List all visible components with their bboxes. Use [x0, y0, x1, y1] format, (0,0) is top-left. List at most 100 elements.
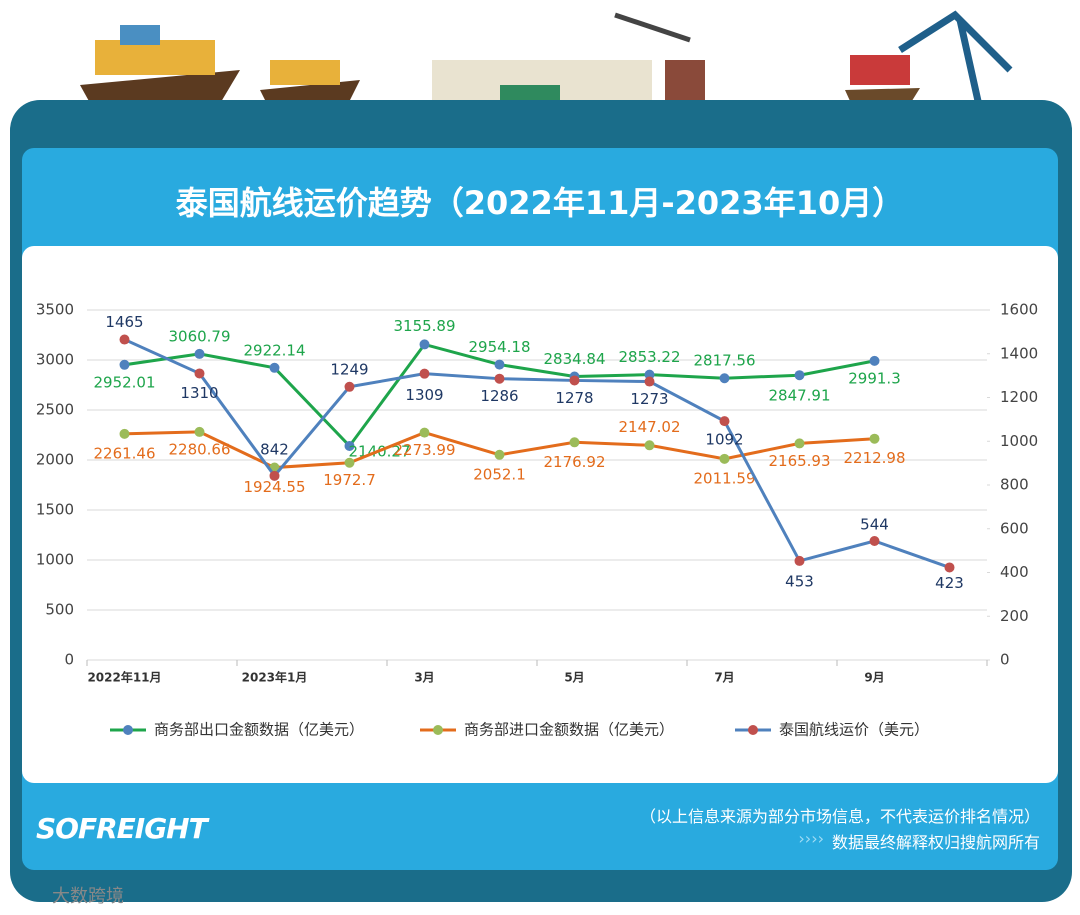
data-label: 1310: [180, 384, 218, 402]
point: [644, 440, 655, 451]
legend-label: 商务部进口金额数据（亿美元）: [464, 721, 674, 739]
data-label: 2176.92: [543, 453, 605, 471]
data-label: 1273: [630, 390, 668, 408]
legend-marker: [748, 725, 758, 735]
point: [419, 427, 430, 438]
rights-row: ›››› 数据最终解释权归搜航网所有: [798, 829, 1040, 853]
data-label: 1972.7: [323, 471, 376, 489]
point: [794, 370, 805, 381]
legend-label: 泰国航线运价（美元）: [779, 721, 929, 739]
y-tick-label: 1000: [36, 551, 74, 569]
data-label: 2922.14: [243, 341, 305, 359]
point: [569, 375, 580, 386]
data-label: 842: [260, 440, 289, 458]
data-label: 2847.91: [768, 387, 830, 405]
point: [119, 334, 130, 345]
legend-label: 商务部出口金额数据（亿美元）: [154, 721, 364, 739]
data-label: 2165.93: [768, 452, 830, 470]
point: [869, 355, 880, 366]
series-line: [123, 338, 950, 569]
point: [644, 369, 655, 380]
logo: SOFREIGHT: [36, 812, 208, 845]
data-label: 2011.59: [693, 469, 755, 487]
data-label: 1309: [405, 386, 443, 404]
y2-tick-label: 200: [1000, 607, 1029, 625]
source-note: （以上信息来源为部分市场信息，不代表运价排名情况）: [639, 807, 1040, 826]
point: [344, 440, 355, 451]
data-label: 1278: [555, 389, 593, 407]
point: [794, 555, 805, 566]
rights-note: 数据最终解释权归搜航网所有: [831, 833, 1040, 852]
x-tick-label: 5月: [564, 671, 584, 685]
data-label: 1465: [105, 313, 143, 331]
point: [269, 470, 280, 481]
chart-title: 泰国航线运价趋势（2022年11月-2023年10月）: [176, 184, 904, 222]
data-label: 2212.98: [843, 449, 905, 467]
y-tick-label: 3000: [36, 351, 74, 369]
data-label: 2052.1: [473, 465, 526, 483]
point: [344, 381, 355, 392]
point: [194, 426, 205, 437]
decoration: [80, 10, 1013, 112]
y2-tick-label: 1000: [1000, 432, 1038, 450]
x-tick-label: 7月: [714, 671, 734, 685]
data-label: 2273.99: [393, 441, 455, 459]
x-tick-label: 9月: [864, 671, 884, 685]
legend-marker: [123, 725, 133, 735]
point: [494, 449, 505, 460]
chevrons: ››››: [798, 829, 824, 848]
y-tick-label: 3500: [36, 301, 74, 319]
point: [419, 368, 430, 379]
data-label: 2147.02: [618, 418, 680, 436]
data-label: 1249: [330, 360, 368, 378]
point: [869, 536, 880, 546]
legend-marker: [433, 725, 443, 735]
data-label: 2991.3: [848, 369, 901, 387]
y2-tick-label: 400: [1000, 563, 1029, 581]
data-label: 423: [935, 574, 964, 592]
x-tick-label: 2023年1月: [242, 670, 308, 685]
data-label: 544: [860, 516, 889, 534]
data-label: 3155.89: [393, 317, 455, 335]
y2-tick-label: 1600: [1000, 301, 1038, 319]
y-tick-label: 2500: [36, 401, 74, 419]
data-label: 1286: [480, 387, 518, 405]
data-label: 2817.56: [693, 352, 755, 370]
point: [944, 562, 955, 573]
plot-panel: [22, 246, 1058, 783]
point: [494, 373, 505, 384]
data-label: 2952.01: [93, 373, 155, 391]
point: [344, 457, 355, 468]
point: [119, 359, 130, 370]
point: [419, 339, 430, 350]
y-tick-label: 2000: [36, 451, 74, 469]
point: [644, 376, 655, 387]
data-label: 453: [785, 572, 814, 590]
point: [794, 438, 805, 449]
data-label: 2834.84: [543, 350, 605, 368]
point: [719, 453, 730, 464]
data-label: 1924.55: [243, 478, 305, 496]
point: [494, 359, 505, 370]
point: [719, 416, 730, 427]
data-label: 2853.22: [618, 348, 680, 366]
data-label: 2954.18: [468, 338, 530, 356]
data-label: 2280.66: [168, 440, 230, 458]
point: [569, 437, 580, 448]
y2-tick-label: 1400: [1000, 344, 1038, 362]
y-tick-label: 500: [45, 601, 74, 619]
x-tick-label: 2022年11月: [87, 670, 161, 685]
point: [869, 433, 880, 444]
y2-tick-label: 1200: [1000, 388, 1038, 406]
y2-tick-label: 600: [1000, 519, 1029, 537]
point: [194, 348, 205, 359]
data-label: 3060.79: [168, 327, 230, 345]
data-label: 1092: [705, 431, 743, 449]
watermark: 大数跨境: [52, 886, 124, 907]
data-label: 2261.46: [93, 444, 155, 462]
x-tick-label: 3月: [414, 671, 434, 685]
y2-tick-label: 800: [1000, 476, 1029, 494]
